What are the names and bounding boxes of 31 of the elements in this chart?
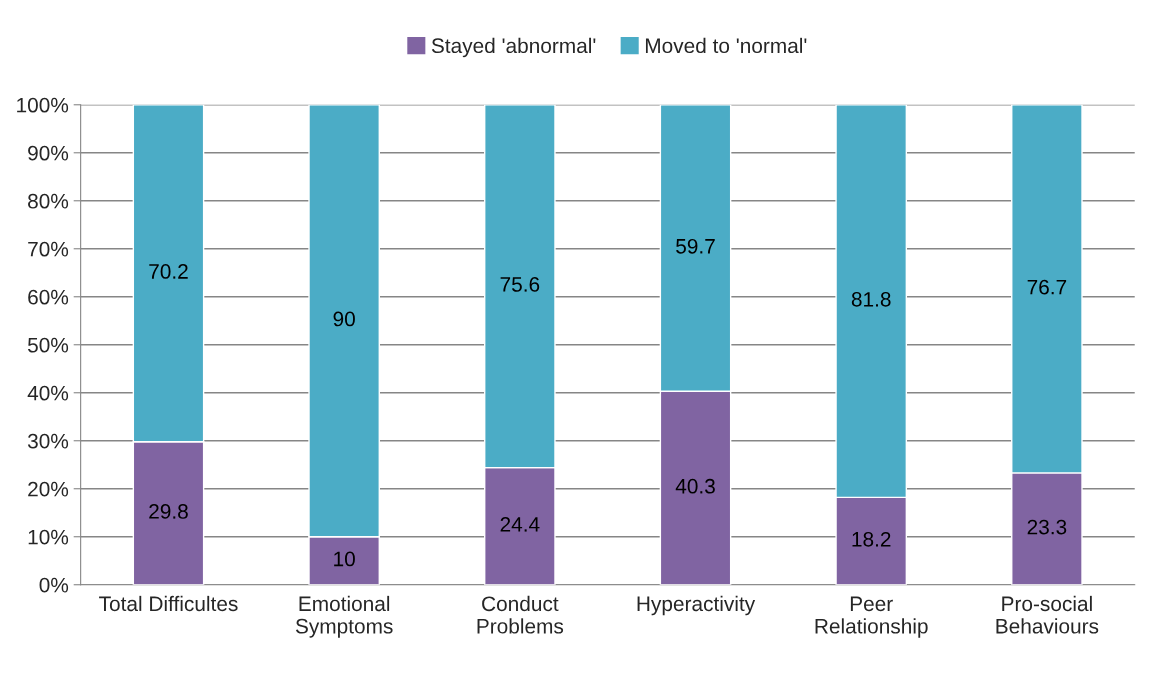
- y-tick-label: 70%: [28, 241, 69, 257]
- y-tick-label: 0%: [39, 577, 69, 593]
- y-tick-label: 80%: [28, 193, 69, 209]
- legend-label: Moved to 'normal': [645, 37, 807, 54]
- data-label: 24.4: [500, 517, 540, 532]
- x-tick-label: Conduct Problems: [477, 595, 564, 634]
- x-tick-label: Hyperactivity: [637, 595, 756, 616]
- y-tick-label: 90%: [28, 145, 69, 161]
- data-label: 81.8: [851, 291, 891, 307]
- y-tick-label: 30%: [27, 433, 69, 449]
- data-label: 18.2: [852, 531, 891, 547]
- x-tick-label: Emotional Symptoms: [295, 595, 393, 638]
- data-label: 29.8: [149, 504, 188, 519]
- data-label: 75.6: [500, 277, 540, 292]
- data-label: 23.3: [1027, 519, 1067, 535]
- y-tick-label: 60%: [28, 289, 69, 305]
- y-tick-label: 100%: [17, 97, 69, 113]
- data-label: 76.7: [1027, 279, 1067, 295]
- x-tick-label: Peer Relationship: [815, 596, 928, 638]
- x-tick-label: Total Difficultes: [99, 595, 238, 612]
- y-tick-label: 20%: [28, 481, 69, 497]
- y-tick-label: 40%: [27, 385, 69, 401]
- y-tick-label: 50%: [27, 337, 69, 353]
- data-label: 59.7: [676, 238, 715, 254]
- data-label: 40.3: [675, 478, 715, 494]
- legend-label: Stayed 'abnormal': [431, 37, 596, 58]
- data-label: 70.2: [149, 264, 188, 279]
- y-tick-label: 10%: [28, 529, 69, 545]
- x-tick-label: Pro-social Behaviours: [996, 595, 1099, 634]
- data-label: 10: [334, 551, 355, 567]
- data-label: 90: [333, 311, 355, 327]
